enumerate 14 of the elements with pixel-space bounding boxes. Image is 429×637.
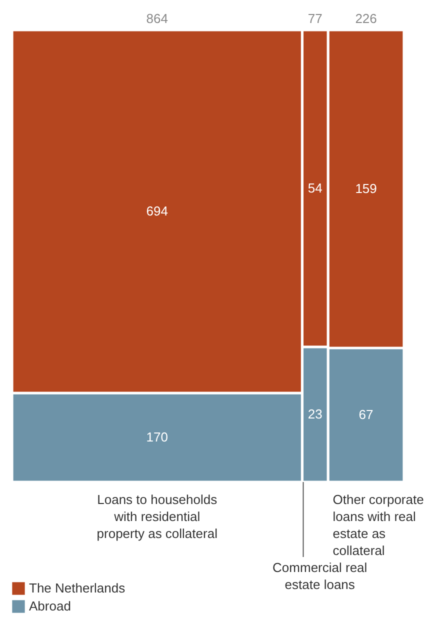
- data-label: 23: [308, 406, 322, 422]
- text: 864: [146, 11, 168, 26]
- text: 226: [355, 11, 377, 26]
- legend-label: The Netherlands: [29, 580, 126, 596]
- data-label: 159: [355, 181, 377, 196]
- data-label: 694: [146, 204, 168, 219]
- category-label: Loans to households with residential property as collateral: [96, 492, 218, 541]
- legend-label: Abroad: [29, 598, 71, 614]
- data-label: 54: [308, 180, 322, 196]
- category-label: Other corporate loans with real estate as collateral: [332, 492, 424, 558]
- category-label: Commercial real estate loans: [272, 560, 368, 592]
- data-label: 170: [146, 430, 168, 445]
- text: 77: [308, 11, 322, 26]
- data-label: 67: [358, 407, 374, 422]
